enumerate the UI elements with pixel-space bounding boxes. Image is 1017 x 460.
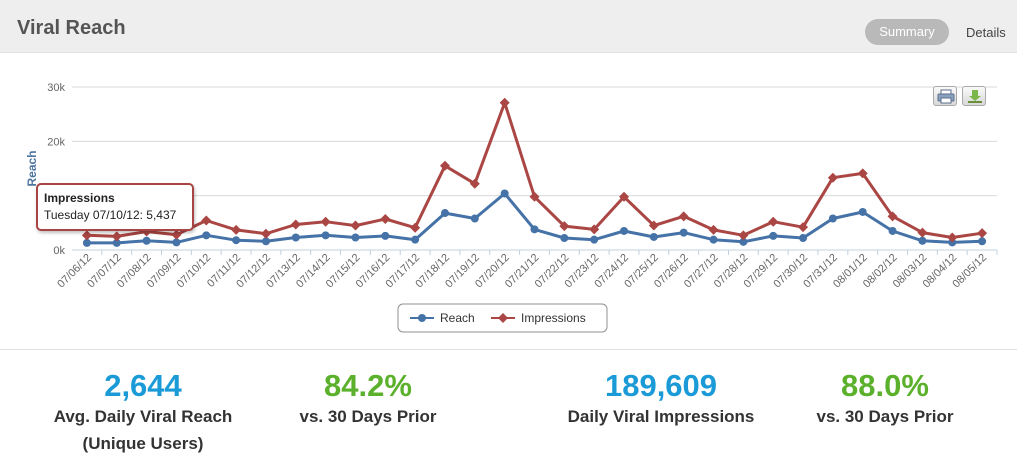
reach-point [351,233,360,242]
impressions-point [290,219,301,230]
stat-value: 88.0% [841,368,929,403]
stat-value: 84.2% [324,368,412,403]
series-line-impressions [86,101,983,239]
reach-point [411,235,420,244]
section-divider [0,349,1017,350]
impressions-point [529,191,540,202]
reach-point [202,231,211,240]
reach-point [82,238,91,247]
impressions-point [738,230,749,241]
impressions-point [678,211,689,222]
reach-point [261,237,270,246]
impressions-point [589,224,600,235]
reach-point [918,236,927,245]
chart-tooltip: Impressions Tuesday 07/10/12: 5,437 [36,183,194,231]
impressions-point [469,178,480,189]
reach-point [291,233,300,242]
reach-point [769,231,778,240]
stat-label: vs. 30 Days Prior [816,407,954,426]
y-tick-label: 20k [47,136,65,148]
impressions-point [260,228,271,239]
impressions-point [827,172,838,183]
impressions-point [857,168,868,179]
y-tick-label: 0k [53,245,65,257]
impressions-point [81,230,92,241]
reach-point [500,189,509,198]
page-title: Viral Reach [17,17,126,39]
stat-label: Avg. Daily Viral Reach [53,407,233,426]
download-button[interactable] [962,86,986,106]
impressions-point [619,191,630,202]
impressions-point [768,216,779,227]
impressions-point [231,224,242,235]
reach-point [321,231,330,240]
impressions-point [171,229,182,240]
chart-canvas: 0k10k20k30kReach07/06/1207/07/1207/08/12… [25,82,998,333]
reach-point [709,235,718,244]
stat-impressions-change: 88.0% vs. 30 Days Prior [795,369,975,430]
impressions-point [887,211,898,222]
tab-details[interactable]: Details [966,25,1006,40]
impressions-point [708,224,719,235]
print-button[interactable] [933,86,957,106]
reach-point [440,209,449,218]
reach-point [799,234,808,243]
stat-value: 2,644 [104,368,182,403]
reach-point [530,225,539,234]
reach-point [978,237,987,246]
impressions-point [320,216,331,227]
legend-marker-impressions [498,313,508,323]
reach-point [620,226,629,235]
stat-value: 189,609 [604,368,718,403]
stat-reach-change: 84.2% vs. 30 Days Prior [278,369,458,430]
reach-point [381,231,390,240]
reach-point [172,238,181,247]
reach-point [888,226,897,235]
impressions-point [977,228,988,239]
stat-label: vs. 30 Days Prior [299,407,437,426]
legend-label-reach: Reach [440,311,475,325]
reach-point [112,238,121,247]
reach-point [739,237,748,246]
y-axis-title: Reach [25,150,39,186]
impressions-point [917,227,928,238]
reach-point [828,214,837,223]
impressions-point [380,214,391,225]
stat-daily-impressions: 189,609 Daily Viral Impressions [545,369,777,430]
reach-point [560,234,569,243]
tooltip-title: Impressions [44,191,115,205]
reach-point [858,207,867,216]
impressions-point [201,215,212,226]
reach-point [142,236,151,245]
print-icon [937,89,955,104]
header-bar: Viral Reach Summary Details [0,0,1017,53]
impressions-point [798,222,809,233]
impressions-point [410,222,421,233]
reach-point [470,214,479,223]
impressions-point [499,97,510,108]
impressions-point [111,231,122,242]
impressions-point [350,220,361,231]
reach-point [590,235,599,244]
stat-sublabel: (Unique Users) [82,434,204,453]
impressions-point [648,220,659,231]
impressions-point [439,160,450,171]
reach-point [679,228,688,237]
download-icon [968,90,982,103]
stat-label: Daily Viral Impressions [567,407,755,426]
reach-point [232,236,241,245]
tab-summary[interactable]: Summary [865,19,949,45]
reach-point [649,232,658,241]
legend-label-impressions: Impressions [521,311,586,325]
impressions-point [559,221,570,232]
viral-reach-chart: 0k10k20k30kReach07/06/1207/07/1207/08/12… [0,54,1017,344]
tooltip-body: Tuesday 07/10/12: 5,437 [44,208,177,222]
y-tick-label: 30k [47,82,65,94]
stat-avg-daily-reach: 2,644 Avg. Daily Viral Reach (Unique Use… [32,369,254,457]
impressions-point [947,232,958,243]
legend-marker-reach [418,314,426,322]
